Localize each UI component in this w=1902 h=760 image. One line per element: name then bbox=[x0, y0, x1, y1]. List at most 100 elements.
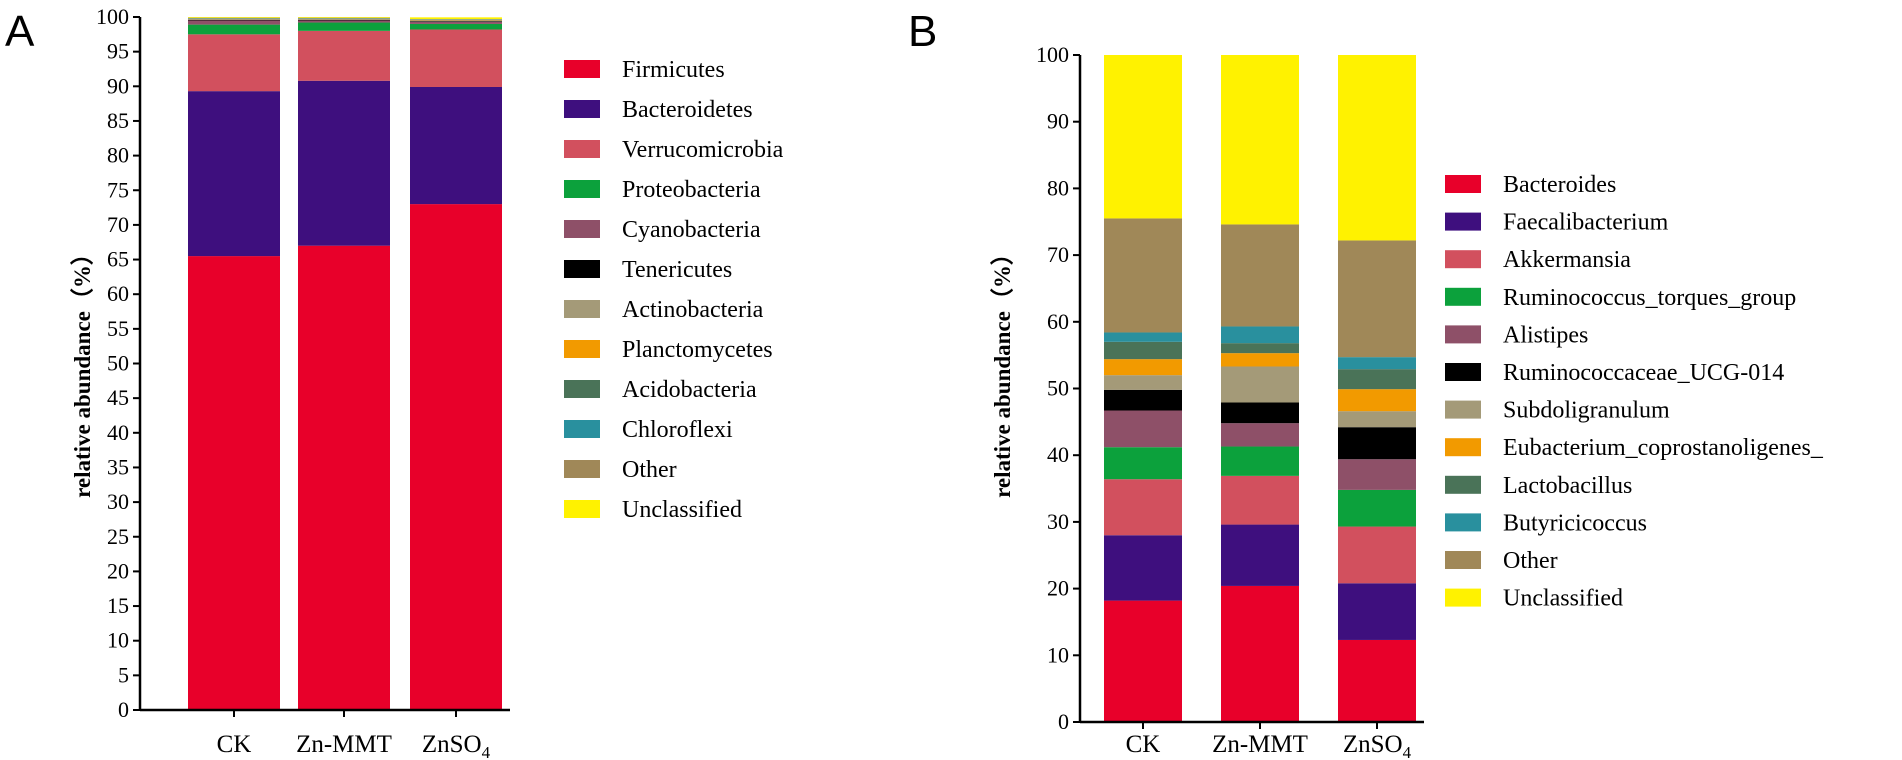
y-tick-label: 10 bbox=[1047, 642, 1069, 667]
bar-segment-bacteroidetes bbox=[188, 91, 280, 257]
y-tick-label: 40 bbox=[1047, 442, 1069, 467]
bar-segment-akkermansia bbox=[1221, 475, 1299, 525]
y-tick-label: 70 bbox=[107, 212, 129, 237]
y-tick-label: 40 bbox=[107, 420, 129, 445]
bar-segment-faecalibacterium bbox=[1338, 583, 1416, 640]
legend-swatch bbox=[1445, 475, 1481, 494]
legend-swatch bbox=[564, 100, 600, 118]
y-tick-label: 25 bbox=[107, 524, 129, 549]
bar-segment-cyanobacteria bbox=[298, 20, 390, 23]
y-tick-label: 30 bbox=[107, 489, 129, 514]
legend-swatch bbox=[1445, 438, 1481, 457]
legend-swatch bbox=[564, 300, 600, 318]
y-tick-label: 0 bbox=[118, 697, 129, 722]
legend-label: Akkermansia bbox=[1503, 247, 1631, 273]
bar-segment-verrucomicrobia bbox=[298, 30, 390, 81]
bar-segment-unclassified bbox=[1104, 55, 1182, 219]
y-tick-label: 5 bbox=[118, 662, 129, 687]
bar-segment-alistipes bbox=[1221, 423, 1299, 447]
bar-segment-ruminococcaceae-ucg-014 bbox=[1221, 402, 1299, 424]
y-tick-label: 15 bbox=[107, 593, 129, 618]
legend-label: Actinobacteria bbox=[622, 297, 764, 323]
legend-label: Acidobacteria bbox=[622, 377, 757, 403]
legend-label: Faecalibacterium bbox=[1503, 210, 1669, 236]
panel-letter: A bbox=[5, 7, 35, 56]
y-tick-label: 90 bbox=[107, 73, 129, 98]
bar-segment-bacteroidetes bbox=[298, 80, 390, 246]
bar-segment-other bbox=[1104, 218, 1182, 333]
bar-segment-firmicutes bbox=[410, 204, 502, 711]
legend-label: Ruminococcaceae_UCG-014 bbox=[1503, 360, 1784, 386]
legend-swatch bbox=[564, 180, 600, 198]
legend-label: Bacteroidetes bbox=[622, 97, 753, 123]
legend-swatch bbox=[1445, 588, 1481, 607]
x-tick-label: ZnSO4 bbox=[422, 731, 491, 760]
y-tick-label: 100 bbox=[96, 4, 129, 29]
y-axis-label: relative abundance（%） bbox=[69, 242, 95, 498]
panel-b-chart: B 0 10 20 30 40 50 60 70 80 90 100 CK Zn-MMT ZnSO4 rela… bbox=[908, 7, 1824, 760]
y-tick-label: 50 bbox=[1047, 376, 1069, 401]
legend-swatch bbox=[1445, 513, 1481, 532]
bar-segment-verrucomicrobia bbox=[188, 34, 280, 92]
panel-a-chart: A 0 5 10 15 20 25 30 35 40 45 50 55 60 65 70 75 80 85 90 95 1… bbox=[5, 4, 784, 760]
bar-segment-lactobacillus bbox=[1221, 343, 1299, 354]
legend-swatch bbox=[564, 140, 600, 158]
legend-swatch bbox=[1445, 175, 1481, 193]
legend-swatch bbox=[564, 260, 600, 278]
legend-label: Other bbox=[1503, 548, 1558, 574]
y-tick-label: 0 bbox=[1058, 709, 1069, 734]
y-tick-label: 35 bbox=[107, 454, 129, 479]
x-tick-label: Zn-MMT bbox=[296, 731, 392, 758]
legend-label: Unclassified bbox=[622, 497, 742, 523]
bar-segment-eubacterium-coprostanoligenes- bbox=[1338, 389, 1416, 412]
y-tick-label: 60 bbox=[107, 281, 129, 306]
legend-label: Unclassified bbox=[1503, 586, 1623, 612]
y-tick-label: 85 bbox=[107, 108, 129, 133]
bar-segment-akkermansia bbox=[1104, 479, 1182, 536]
bar-segment-tenericutes bbox=[410, 21, 502, 22]
y-tick-label: 20 bbox=[1047, 576, 1069, 601]
bar-segment-bacteroidetes bbox=[410, 86, 502, 205]
y-tick-label: 30 bbox=[1047, 509, 1069, 534]
bar-segment-other bbox=[1221, 224, 1299, 327]
bar-segment-lactobacillus bbox=[1338, 369, 1416, 390]
bar-segment-cyanobacteria bbox=[410, 21, 502, 24]
bar-segment-actinobacteria bbox=[188, 19, 280, 20]
y-tick-label: 75 bbox=[107, 177, 129, 202]
legend-label: Firmicutes bbox=[622, 57, 725, 83]
y-tick-label: 10 bbox=[107, 628, 129, 653]
bar-segment-bacteroides bbox=[1104, 600, 1182, 722]
bar-segment-tenericutes bbox=[188, 19, 280, 21]
bar-segment-verrucomicrobia bbox=[410, 29, 502, 87]
y-tick-label: 60 bbox=[1047, 309, 1069, 334]
legend-label: Chloroflexi bbox=[622, 417, 733, 443]
legend-label: Butyricicoccus bbox=[1503, 510, 1647, 536]
bar-segment-butyricicoccus bbox=[1104, 332, 1182, 342]
y-tick-label: 80 bbox=[1047, 175, 1069, 200]
bar-segment-eubacterium-coprostanoligenes- bbox=[1221, 353, 1299, 367]
bar-segment-unclassified bbox=[188, 17, 280, 18]
legend-swatch bbox=[564, 460, 600, 478]
y-tick-label: 55 bbox=[107, 316, 129, 341]
bar-segment-subdoligranulum bbox=[1221, 366, 1299, 403]
legend-label: Tenericutes bbox=[622, 257, 732, 283]
legend-swatch bbox=[564, 340, 600, 358]
y-tick-label: 70 bbox=[1047, 242, 1069, 267]
bar-segment-subdoligranulum bbox=[1104, 375, 1182, 390]
y-tick-label: 95 bbox=[107, 39, 129, 64]
bar-segment-bacteroides bbox=[1221, 585, 1299, 722]
legend-label: Cyanobacteria bbox=[622, 217, 761, 243]
panel-letter: B bbox=[908, 7, 937, 56]
x-tick-label: Zn-MMT bbox=[1212, 731, 1308, 758]
legend-label: Eubacterium_coprostanoligenes_ bbox=[1503, 435, 1824, 461]
bar-segment-actinobacteria bbox=[410, 20, 502, 22]
y-tick-label: 80 bbox=[107, 143, 129, 168]
bar-segment-butyricicoccus bbox=[1221, 326, 1299, 344]
legend-label: Proteobacteria bbox=[622, 177, 761, 203]
bar-segment-lactobacillus bbox=[1104, 341, 1182, 360]
legend-label: Planctomycetes bbox=[622, 337, 773, 363]
legend-label: Lactobacillus bbox=[1503, 473, 1632, 499]
legend-label: Alistipes bbox=[1503, 322, 1588, 348]
bar-segment-ruminococcus-torques-group bbox=[1338, 489, 1416, 527]
